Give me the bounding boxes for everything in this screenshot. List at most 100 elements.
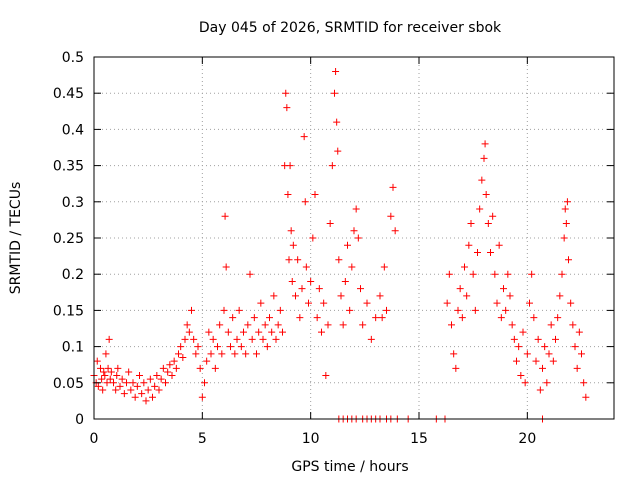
data-point bbox=[324, 321, 332, 329]
data-point bbox=[515, 343, 523, 351]
data-point bbox=[288, 277, 296, 285]
data-point bbox=[142, 397, 150, 405]
data-point bbox=[149, 393, 156, 401]
data-point bbox=[99, 386, 107, 394]
data-point bbox=[521, 379, 529, 387]
data-point bbox=[255, 328, 263, 336]
y-tick-label: 0.05 bbox=[53, 376, 84, 392]
data-point bbox=[445, 270, 453, 278]
y-tick-labels: 0 0.05 0.1 0.15 0.2 0.25 0.3 0.35 0.4 0.45 0.5 bbox=[53, 50, 84, 428]
data-point bbox=[458, 314, 466, 322]
data-point bbox=[168, 372, 176, 380]
x-tick-label: 5 bbox=[198, 431, 207, 447]
data-point bbox=[461, 263, 468, 271]
data-point bbox=[166, 361, 174, 369]
data-point bbox=[513, 357, 520, 365]
data-point bbox=[302, 263, 310, 271]
data-point bbox=[94, 382, 102, 390]
data-point bbox=[311, 191, 319, 199]
data-point bbox=[159, 364, 167, 372]
data-point bbox=[194, 343, 202, 351]
data-point bbox=[543, 379, 551, 387]
data-point bbox=[508, 321, 516, 329]
data-point bbox=[172, 364, 180, 372]
data-point bbox=[170, 357, 178, 365]
data-point bbox=[339, 321, 347, 329]
data-point bbox=[580, 379, 588, 387]
data-point bbox=[307, 277, 315, 285]
data-point bbox=[196, 364, 204, 372]
data-point bbox=[469, 270, 477, 278]
y-tick-label: 0.4 bbox=[62, 122, 84, 138]
data-point bbox=[536, 386, 544, 394]
data-point bbox=[497, 314, 505, 322]
data-point bbox=[378, 314, 386, 322]
data-point bbox=[328, 162, 336, 170]
data-point bbox=[98, 375, 106, 383]
data-point bbox=[335, 256, 343, 264]
data-point bbox=[227, 343, 234, 351]
data-point bbox=[183, 321, 191, 329]
data-point bbox=[300, 133, 308, 141]
y-tick-label: 0 bbox=[75, 412, 84, 428]
data-point bbox=[350, 227, 358, 235]
data-point bbox=[569, 321, 577, 329]
data-point bbox=[103, 379, 111, 387]
data-point bbox=[116, 382, 124, 390]
data-point bbox=[380, 263, 388, 271]
data-point bbox=[549, 357, 557, 365]
data-point bbox=[100, 368, 108, 376]
data-point bbox=[177, 343, 185, 351]
data-point bbox=[363, 299, 371, 307]
data-point bbox=[107, 368, 115, 376]
data-point bbox=[106, 375, 114, 383]
data-point bbox=[582, 393, 590, 401]
data-point bbox=[575, 328, 583, 336]
data-point bbox=[448, 321, 455, 329]
data-point bbox=[539, 364, 546, 372]
data-point bbox=[209, 335, 217, 343]
data-point bbox=[532, 357, 540, 365]
data-point bbox=[153, 372, 161, 380]
data-point bbox=[205, 328, 213, 336]
data-point bbox=[341, 277, 349, 285]
data-point bbox=[352, 205, 360, 213]
data-point bbox=[562, 220, 570, 228]
data-point bbox=[101, 372, 109, 380]
data-point bbox=[554, 314, 562, 322]
data-point bbox=[289, 241, 297, 249]
data-point bbox=[561, 205, 569, 213]
y-tick-label: 0.15 bbox=[53, 303, 84, 319]
data-point bbox=[450, 350, 458, 358]
data-point bbox=[578, 350, 585, 358]
data-point bbox=[565, 256, 572, 264]
data-point bbox=[246, 270, 254, 278]
data-point bbox=[140, 379, 148, 387]
data-point bbox=[207, 350, 215, 358]
data-point bbox=[282, 89, 290, 97]
data-point bbox=[218, 350, 226, 358]
data-point bbox=[480, 154, 488, 162]
data-point bbox=[367, 335, 375, 343]
y-tick-label: 0.2 bbox=[62, 267, 84, 283]
y-tick-label: 0.3 bbox=[62, 195, 84, 211]
data-point bbox=[222, 263, 230, 271]
data-point bbox=[465, 241, 473, 249]
data-point bbox=[188, 306, 195, 314]
data-point bbox=[129, 379, 137, 387]
data-point bbox=[284, 191, 292, 199]
data-point bbox=[268, 328, 276, 336]
data-point bbox=[344, 241, 351, 249]
data-point bbox=[313, 314, 321, 322]
data-point bbox=[305, 299, 312, 307]
data-point bbox=[573, 364, 581, 372]
data-point bbox=[331, 89, 338, 97]
data-point bbox=[481, 140, 489, 148]
data-point bbox=[456, 285, 464, 293]
data-point bbox=[294, 256, 302, 264]
data-point bbox=[113, 372, 121, 380]
data-point bbox=[136, 372, 143, 380]
data-point bbox=[192, 350, 200, 358]
data-point bbox=[474, 248, 481, 256]
